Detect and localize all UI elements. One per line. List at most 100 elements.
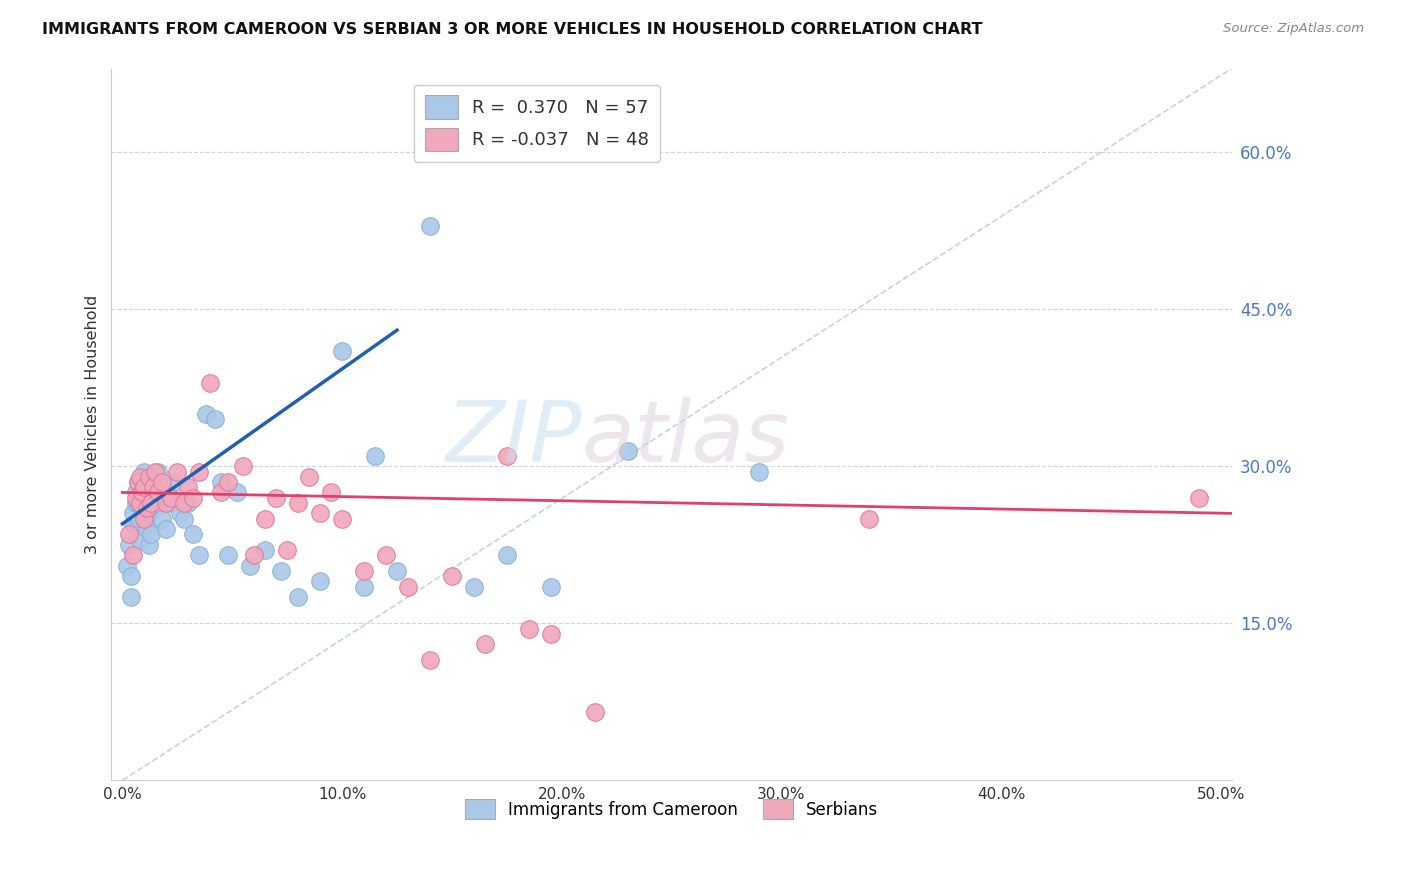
Point: [129, 533, 152, 547]
Point: [127, 516, 149, 531]
Point: [217, 475, 239, 489]
Text: atlas: atlas: [582, 397, 790, 480]
Point: [254, 543, 277, 558]
Point: [124, 485, 146, 500]
Point: [309, 574, 332, 589]
Point: [129, 511, 152, 525]
Point: [131, 501, 153, 516]
Point: [127, 475, 149, 489]
Legend: Immigrants from Cameroon, Serbians: Immigrants from Cameroon, Serbians: [458, 793, 886, 825]
Point: [135, 522, 157, 536]
Point: [200, 376, 222, 390]
Point: [396, 580, 419, 594]
Point: [118, 538, 141, 552]
Point: [181, 527, 204, 541]
Point: [146, 465, 169, 479]
Point: [143, 465, 166, 479]
Point: [138, 507, 160, 521]
Point: [298, 469, 321, 483]
Point: [495, 548, 517, 562]
Point: [232, 459, 254, 474]
Point: [134, 465, 156, 479]
Point: [254, 511, 277, 525]
Point: [330, 344, 353, 359]
Point: [264, 491, 287, 505]
Point: [139, 527, 162, 541]
Point: [188, 465, 211, 479]
Point: [474, 637, 496, 651]
Point: [319, 485, 342, 500]
Point: [217, 548, 239, 562]
Point: [122, 548, 145, 562]
Y-axis label: 3 or more Vehicles in Household: 3 or more Vehicles in Household: [86, 294, 100, 554]
Point: [129, 469, 152, 483]
Point: [135, 501, 157, 516]
Point: [353, 580, 375, 594]
Point: [122, 507, 145, 521]
Point: [138, 538, 160, 552]
Point: [517, 622, 540, 636]
Point: [134, 480, 156, 494]
Point: [287, 590, 309, 604]
Point: [134, 475, 156, 489]
Point: [135, 501, 157, 516]
Point: [440, 569, 463, 583]
Point: [139, 496, 162, 510]
Point: [173, 511, 195, 525]
Point: [143, 491, 166, 505]
Point: [138, 469, 160, 483]
Text: ZIP: ZIP: [446, 397, 582, 480]
Point: [155, 522, 177, 536]
Point: [616, 443, 638, 458]
Point: [309, 507, 332, 521]
Point: [748, 465, 770, 479]
Point: [122, 516, 145, 531]
Point: [124, 496, 146, 510]
Point: [150, 511, 173, 525]
Point: [149, 491, 172, 505]
Point: [276, 543, 298, 558]
Point: [209, 475, 232, 489]
Point: [159, 496, 181, 510]
Point: [463, 580, 485, 594]
Point: [127, 475, 149, 489]
Point: [166, 465, 188, 479]
Point: [204, 412, 226, 426]
Point: [419, 653, 441, 667]
Point: [142, 480, 165, 494]
Point: [375, 548, 398, 562]
Point: [243, 548, 266, 562]
Point: [131, 485, 153, 500]
Point: [134, 511, 156, 525]
Point: [188, 548, 211, 562]
Point: [124, 491, 146, 505]
Point: [194, 407, 217, 421]
Point: [129, 496, 152, 510]
Point: [139, 469, 162, 483]
Point: [118, 527, 141, 541]
Point: [181, 491, 204, 505]
Point: [159, 491, 181, 505]
Text: IMMIGRANTS FROM CAMEROON VS SERBIAN 3 OR MORE VEHICLES IN HOUSEHOLD CORRELATION : IMMIGRANTS FROM CAMEROON VS SERBIAN 3 OR…: [42, 22, 983, 37]
Point: [150, 475, 173, 489]
Point: [239, 558, 262, 573]
Point: [177, 496, 200, 510]
Point: [495, 449, 517, 463]
Point: [120, 590, 142, 604]
Point: [177, 480, 200, 494]
Point: [419, 219, 441, 233]
Point: [155, 496, 177, 510]
Point: [270, 564, 292, 578]
Point: [540, 580, 562, 594]
Point: [385, 564, 408, 578]
Point: [364, 449, 387, 463]
Point: [353, 564, 375, 578]
Point: [165, 475, 187, 489]
Point: [330, 511, 353, 525]
Point: [858, 511, 880, 525]
Point: [134, 496, 156, 510]
Point: [583, 706, 606, 720]
Point: [127, 496, 149, 510]
Point: [225, 485, 247, 500]
Point: [131, 480, 153, 494]
